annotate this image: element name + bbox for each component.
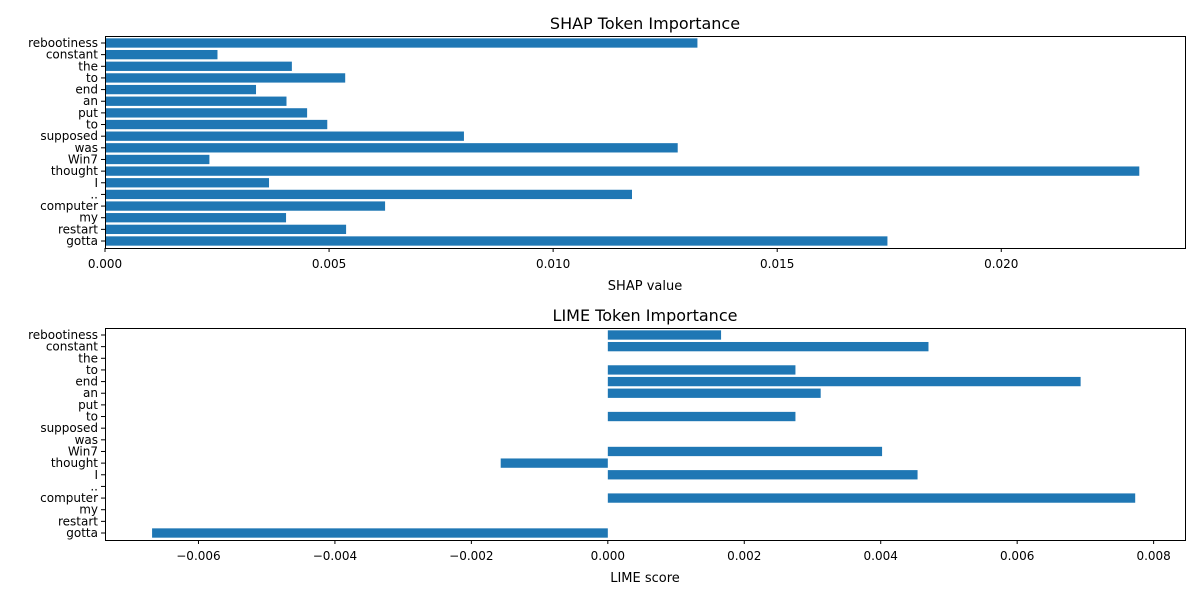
bar: [105, 201, 386, 211]
bar: [105, 49, 218, 60]
shap-chart: SHAP Token Importance rebootinessconstan…: [28, 14, 1186, 294]
chart-title: LIME Token Importance: [553, 306, 738, 325]
bar: [105, 213, 287, 223]
y-tick-label: Win7: [68, 152, 98, 166]
x-tick-label: 0.000: [591, 549, 625, 563]
bar: [105, 38, 698, 48]
bar: [607, 376, 1081, 387]
x-tick-label: 0.004: [864, 549, 898, 563]
y-tick-label: gotta: [66, 234, 98, 248]
x-tick-label: 0.000: [88, 257, 122, 271]
y-tick-label: restart: [58, 222, 98, 236]
bar: [607, 330, 722, 340]
x-tick-label: −0.002: [449, 549, 493, 563]
x-tick-label: 0.015: [760, 257, 794, 271]
bar: [105, 166, 1140, 176]
y-tick-label: to: [86, 71, 98, 85]
x-tick-label: −0.004: [313, 549, 357, 563]
bar: [105, 143, 678, 153]
bar: [105, 119, 328, 130]
y-axis: rebootinessconstantthetoendanputtosuppos…: [28, 36, 105, 248]
y-tick-label: constant: [46, 48, 98, 62]
bar: [105, 73, 346, 83]
y-tick-label: computer: [40, 199, 98, 213]
y-tick-label: supposed: [40, 421, 98, 435]
chart-title: SHAP Token Importance: [550, 14, 740, 33]
x-tick-label: 0.020: [984, 257, 1018, 271]
x-axis: 0.000 0.005 0.010 0.015 0.020: [88, 248, 1018, 271]
y-tick-label: was: [75, 433, 98, 447]
y-tick-label: put: [78, 398, 98, 412]
bar: [607, 493, 1136, 503]
y-tick-label: the: [78, 59, 98, 73]
y-tick-label: was: [75, 141, 98, 155]
bar: [105, 236, 888, 246]
bar: [607, 411, 796, 422]
x-tick-label: 0.010: [536, 257, 570, 271]
x-tick-label: 0.005: [312, 257, 346, 271]
bar: [607, 470, 918, 480]
bar: [105, 131, 464, 141]
bar: [105, 178, 270, 188]
y-tick-label: an: [83, 94, 98, 108]
y-tick-label: rebootiness: [28, 328, 98, 342]
bar: [105, 96, 287, 106]
plot-frame: [105, 328, 1186, 541]
y-tick-label: my: [79, 503, 98, 517]
bar: [500, 458, 608, 468]
bar: [105, 154, 210, 165]
y-tick-label: thought: [51, 164, 98, 178]
bar: [607, 341, 929, 352]
y-tick-label: computer: [40, 491, 98, 505]
x-axis: −0.006 −0.004 −0.002 0.000 0.002 0.004 0.006 0.…: [176, 540, 1171, 563]
bar: [105, 108, 308, 118]
bar: [607, 446, 883, 457]
bar: [105, 224, 347, 235]
y-tick-label: ..: [90, 187, 98, 201]
bar: [607, 388, 821, 398]
y-axis: rebootinessconstantthetoendanputtosuppos…: [28, 328, 105, 540]
x-axis-label: LIME score: [610, 571, 680, 586]
plot-frame: [105, 36, 1186, 249]
y-tick-label: ..: [90, 479, 98, 493]
y-tick-label: I: [94, 468, 98, 482]
y-tick-label: put: [78, 106, 98, 120]
x-tick-label: 0.006: [1000, 549, 1034, 563]
y-tick-label: to: [86, 118, 98, 132]
y-tick-label: an: [83, 386, 98, 400]
y-tick-label: end: [75, 83, 98, 97]
y-tick-label: to: [86, 363, 98, 377]
bar: [607, 365, 796, 375]
y-tick-label: restart: [58, 514, 98, 528]
x-tick-label: −0.006: [176, 549, 220, 563]
y-tick-label: my: [79, 211, 98, 225]
bar: [105, 189, 632, 200]
bar-group: [152, 330, 1136, 538]
y-tick-label: constant: [46, 340, 98, 354]
y-tick-label: supposed: [40, 129, 98, 143]
bar-group: [105, 38, 1140, 246]
x-tick-label: 0.002: [727, 549, 761, 563]
bar: [152, 528, 608, 538]
y-tick-label: I: [94, 176, 98, 190]
x-tick-label: 0.008: [1136, 549, 1170, 563]
lime-chart: LIME Token Importance rebootinessconstan…: [28, 306, 1186, 586]
y-tick-label: the: [78, 351, 98, 365]
bar: [105, 61, 292, 71]
x-axis-label: SHAP value: [608, 279, 682, 294]
bar: [105, 84, 257, 95]
y-tick-label: rebootiness: [28, 36, 98, 50]
y-tick-label: end: [75, 375, 98, 389]
y-tick-label: gotta: [66, 526, 98, 540]
y-tick-label: to: [86, 410, 98, 424]
y-tick-label: thought: [51, 456, 98, 470]
y-tick-label: Win7: [68, 444, 98, 458]
